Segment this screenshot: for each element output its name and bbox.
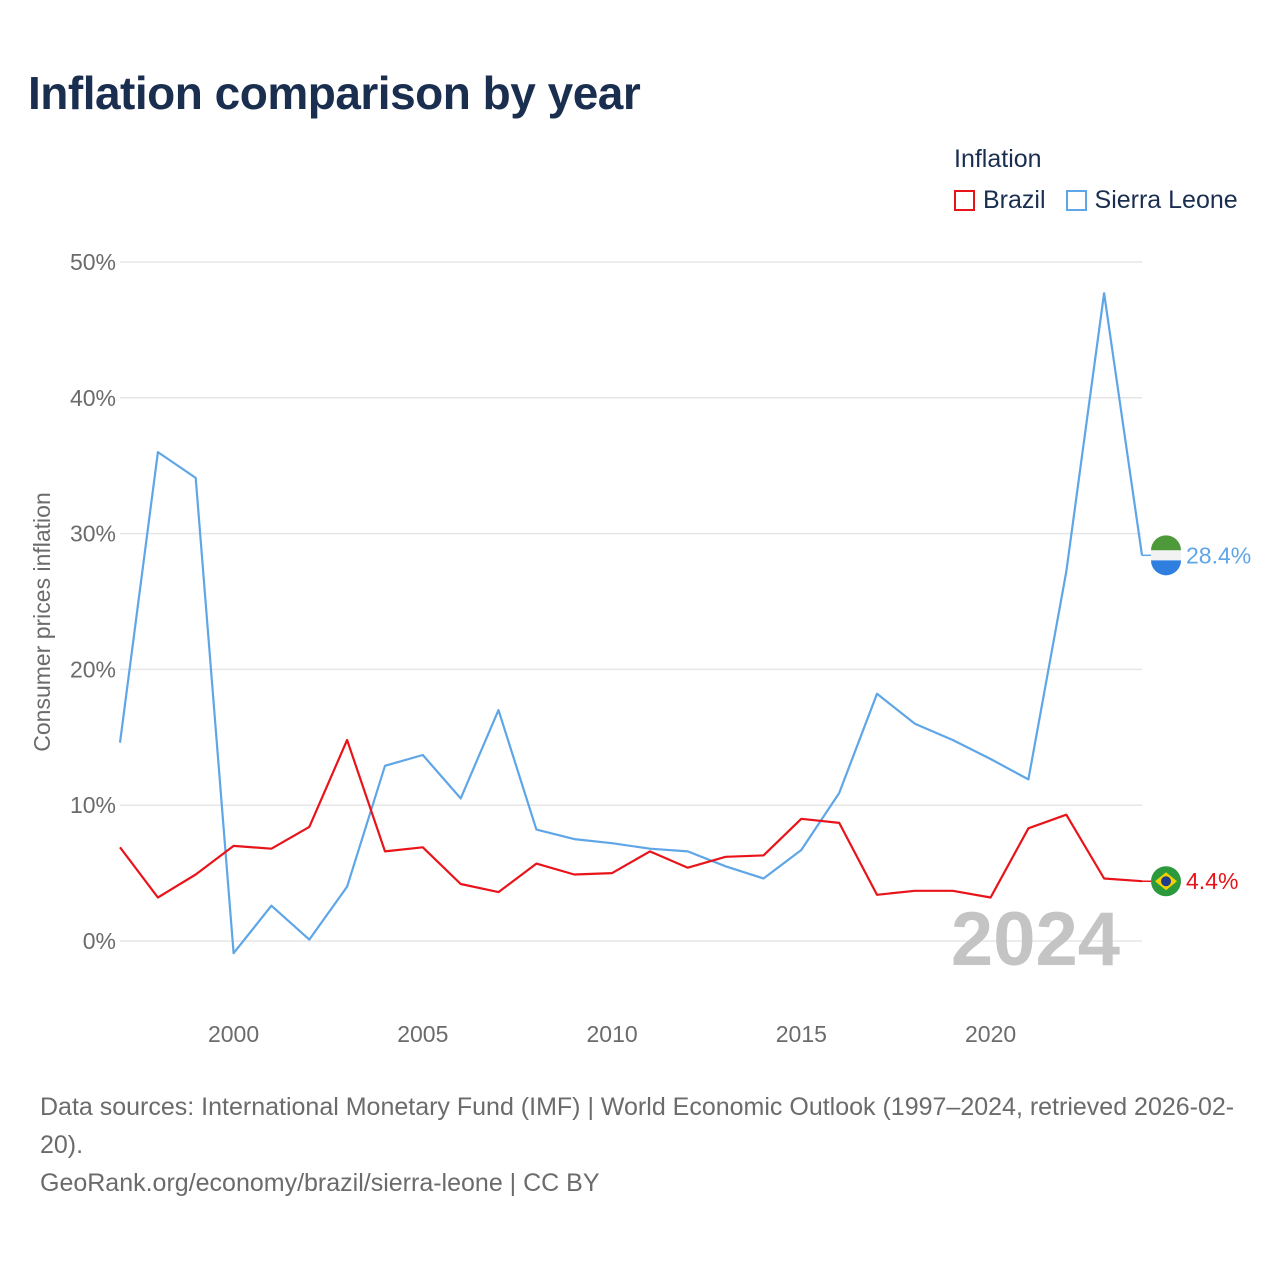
data-sources-note: Data sources: International Monetary Fun… [40,1093,1235,1159]
legend-item-sierra-leone[interactable]: Sierra Leone [1065,186,1238,215]
legend-item-brazil[interactable]: Brazil [954,186,1046,215]
y-axis-label: Consumer prices inflation [29,492,55,752]
credit-note: GeoRank.org/economy/brazil/sierra-leone … [40,1169,600,1197]
x-tick-label: 2015 [776,1021,827,1047]
x-tick-label: 2010 [586,1021,637,1047]
x-tick-label: 2005 [397,1021,448,1047]
legend-swatch-brazil [954,190,975,211]
y-tick-label: 50% [70,249,116,275]
x-tick-label: 2000 [208,1021,259,1047]
end-value-label-sierra-leone: 28.4% [1186,542,1251,568]
brazil-flag-globe [1161,876,1171,887]
sierra-leone-flag-icon [1151,535,1181,551]
series-line-sierra-leone [118,292,1144,955]
footer: Data sources: International Monetary Fun… [40,1088,1250,1202]
legend-label-sierra-leone: Sierra Leone [1094,186,1238,214]
line-chart: 0% 10% 20% 30% 40% 50% 2000 2005 2010 2015 2020 Con… [29,249,1251,1047]
sierra-leone-flag-white-band [1151,550,1181,561]
end-value-label-brazil: 4.4% [1186,868,1238,894]
y-tick-label: 0% [83,928,116,954]
x-tick-label: 2020 [965,1021,1016,1047]
year-watermark: 2024 [951,897,1120,982]
chart-title: Inflation comparison by year [28,67,641,119]
sierra-leone-flag-blue-band [1151,560,1181,576]
legend-label-brazil: Brazil [983,186,1046,214]
series-line-brazil [119,738,1143,899]
y-tick-label: 40% [70,385,116,411]
y-tick-label: 10% [70,792,116,818]
legend: Brazil Sierra Leone [954,186,1258,215]
y-tick-label: 30% [70,521,116,547]
legend-swatch-sierra-leone [1065,190,1087,211]
legend-title: Inflation [954,145,1042,173]
y-tick-label: 20% [70,656,116,682]
